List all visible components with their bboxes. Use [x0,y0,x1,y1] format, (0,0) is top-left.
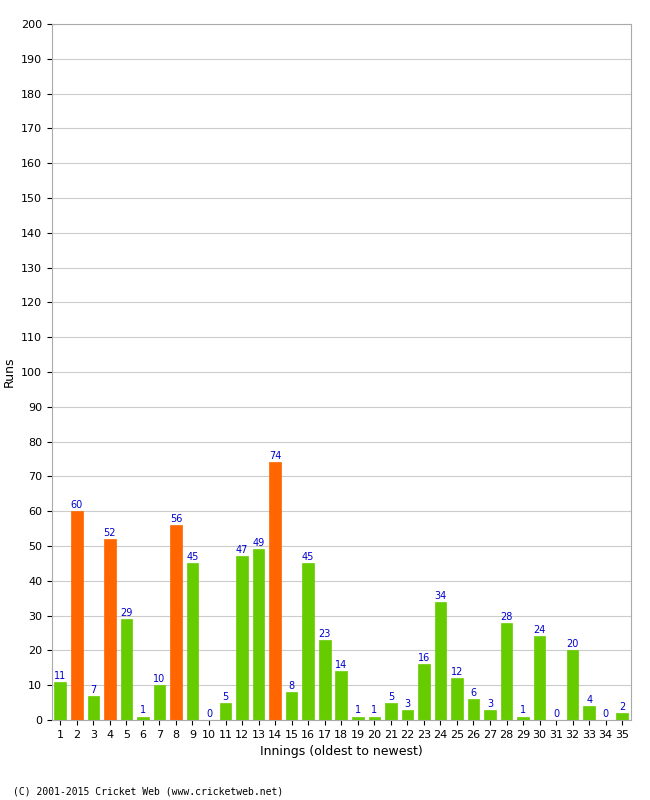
Bar [335,671,347,720]
Text: 10: 10 [153,674,166,684]
Text: 5: 5 [222,691,229,702]
Bar [104,539,116,720]
Text: (C) 2001-2015 Cricket Web (www.cricketweb.net): (C) 2001-2015 Cricket Web (www.cricketwe… [13,786,283,796]
Bar [534,637,545,720]
Text: 0: 0 [206,709,212,719]
Text: 0: 0 [603,709,609,719]
Bar [153,685,165,720]
Bar [137,717,149,720]
Bar [253,550,265,720]
Bar [567,650,578,720]
Bar [402,710,413,720]
Text: 1: 1 [520,706,526,715]
X-axis label: Innings (oldest to newest): Innings (oldest to newest) [260,746,422,758]
Text: 1: 1 [355,706,361,715]
Text: 49: 49 [252,538,265,549]
Bar [500,622,512,720]
Bar [468,699,479,720]
Text: 14: 14 [335,660,347,670]
Bar [237,557,248,720]
Text: 8: 8 [289,681,294,691]
Text: 0: 0 [553,709,559,719]
Bar [121,619,132,720]
Text: 2: 2 [619,702,625,712]
Y-axis label: Runs: Runs [3,357,16,387]
Text: 1: 1 [371,706,378,715]
Text: 47: 47 [236,546,248,555]
Bar [451,678,463,720]
Bar [385,702,396,720]
Text: 34: 34 [434,590,447,601]
Text: 3: 3 [487,698,493,709]
Text: 16: 16 [418,654,430,663]
Text: 1: 1 [140,706,146,715]
Text: 6: 6 [471,688,476,698]
Bar [269,462,281,720]
Text: 45: 45 [302,552,315,562]
Bar [369,717,380,720]
Bar [418,664,430,720]
Text: 24: 24 [534,626,546,635]
Bar [220,702,231,720]
Bar [71,511,83,720]
Bar [88,696,99,720]
Text: 20: 20 [566,639,579,650]
Text: 3: 3 [404,698,410,709]
Bar [484,710,496,720]
Text: 60: 60 [71,500,83,510]
Text: 11: 11 [54,670,66,681]
Text: 29: 29 [120,608,133,618]
Text: 74: 74 [269,451,281,462]
Text: 12: 12 [450,667,463,677]
Bar [170,525,182,720]
Text: 45: 45 [187,552,199,562]
Bar [517,717,529,720]
Bar [302,563,314,720]
Bar [584,706,595,720]
Text: 5: 5 [387,691,394,702]
Bar [319,640,330,720]
Bar [55,682,66,720]
Bar [616,713,628,720]
Text: 56: 56 [170,514,182,524]
Text: 28: 28 [500,611,513,622]
Bar [435,602,446,720]
Text: 4: 4 [586,695,592,705]
Bar [187,563,198,720]
Bar [286,692,298,720]
Text: 7: 7 [90,685,96,694]
Bar [352,717,363,720]
Text: 23: 23 [318,629,331,639]
Text: 52: 52 [103,528,116,538]
